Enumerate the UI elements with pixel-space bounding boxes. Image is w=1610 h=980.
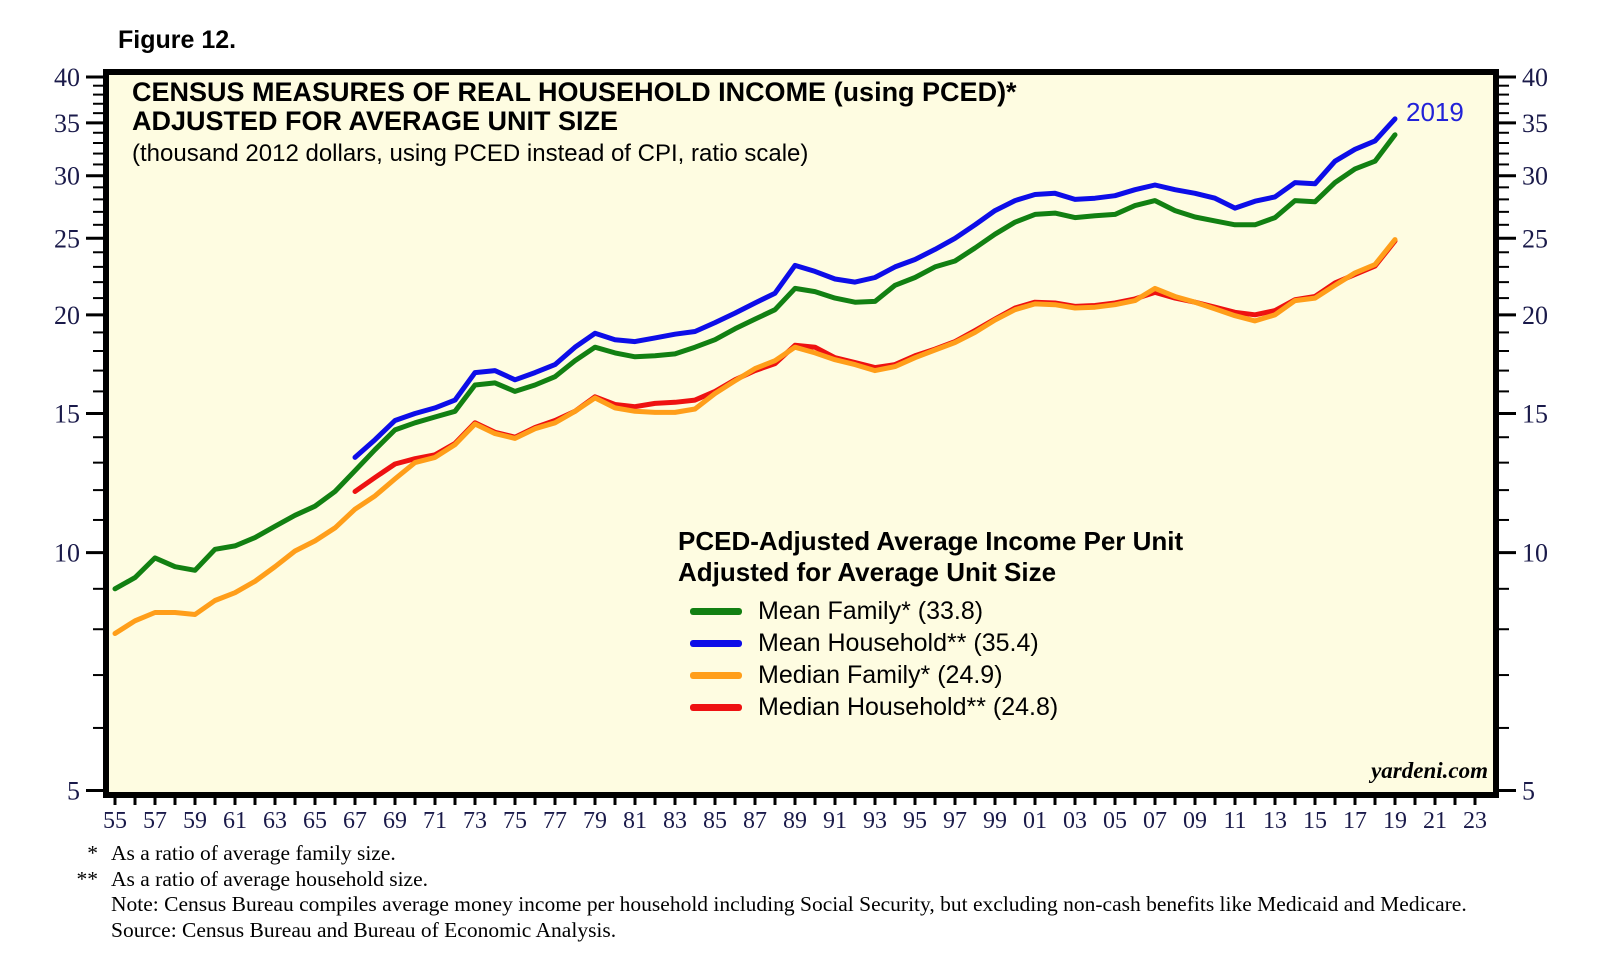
y-axis-label-left: 30 [54,162,80,191]
footnote-household-size: ** As a ratio of average household size. [0,867,1600,893]
y-axis-label-left: 15 [54,400,80,429]
x-axis-label: 23 [1463,808,1487,834]
x-axis-label: 67 [343,808,367,834]
y-axis-label-left: 35 [54,109,80,138]
y-axis-label-right: 15 [1522,400,1548,429]
x-axis-label: 55 [103,808,127,834]
legend-rows: Mean Family* (33.8) Mean Household** (35… [678,595,1183,723]
legend: PCED-Adjusted Average Income Per Unit Ad… [678,526,1183,723]
x-axis-label: 09 [1183,808,1207,834]
footnote-text: As a ratio of average household size. [111,866,429,891]
x-axis-label: 99 [983,808,1007,834]
footnote-text: Source: Census Bureau and Bureau of Econ… [111,917,617,942]
x-axis-label: 61 [223,808,247,834]
footnote-marker [0,892,111,918]
footnote-note: Note: Census Bureau compiles average mon… [0,892,1600,918]
chart-title-line1: CENSUS MEASURES OF REAL HOUSEHOLD INCOME… [132,77,1017,107]
legend-label-mean-family: Mean Family* (33.8) [758,596,984,625]
x-axis-label: 17 [1343,808,1367,834]
legend-item-median-household: Median Household** (24.8) [678,691,1183,723]
legend-swatch-median-household [690,703,742,711]
x-axis-label: 95 [903,808,927,834]
chart-subtitle: (thousand 2012 dollars, using PCED inste… [132,140,809,167]
footnote-family-size: * As a ratio of average family size. [0,841,1600,867]
x-axis-label: 19 [1383,808,1407,834]
x-axis-label: 87 [743,808,767,834]
y-axis-label-left: 20 [54,301,80,330]
x-axis-label: 59 [183,808,207,834]
legend-label-median-family: Median Family* (24.9) [758,660,1003,689]
figure-label: Figure 12. [118,26,237,54]
y-axis-label-right: 30 [1522,162,1548,191]
y-axis-label-left: 5 [67,777,80,806]
legend-item-mean-family: Mean Family* (33.8) [678,595,1183,627]
x-axis-label: 05 [1103,808,1127,834]
x-axis-label: 93 [863,808,887,834]
y-axis-label-right: 40 [1522,63,1548,92]
series-line-mean-household [352,116,1398,460]
x-axis-label: 15 [1303,808,1327,834]
legend-swatch-mean-family [690,607,742,615]
x-axis-label: 89 [783,808,807,834]
footnote-source: Source: Census Bureau and Bureau of Econ… [0,918,1600,944]
series-line-mean-family [112,132,1398,592]
plot-frame-overlay [103,69,1499,798]
y-axis-label-right: 35 [1522,109,1548,138]
x-axis-label: 75 [503,808,527,834]
x-axis-label: 63 [263,808,287,834]
footnote-marker: ** [76,866,99,891]
x-axis-label: 81 [623,808,647,834]
footnotes: * As a ratio of average family size. ** … [0,841,1600,943]
x-axis-label: 65 [303,808,327,834]
footnote-marker: * [87,841,98,865]
plot-frame [103,69,1499,798]
x-axis-label: 85 [703,808,727,834]
x-axis-ticks: 55 57 59 61 63 65 67 69 71 73 75 77 79 81 83 85 87 89 91 93… [103,795,1487,834]
footnote-text: Note: Census Bureau compiles average mon… [111,892,1467,916]
chart-title-line2: ADJUSTED FOR AVERAGE UNIT SIZE [132,106,619,136]
x-axis-label: 01 [1023,808,1047,834]
footnote-marker [0,918,111,944]
watermark-yardeni: yardeni.com [1371,758,1488,783]
x-axis-label: 77 [543,808,567,834]
legend-label-median-household: Median Household** (24.8) [758,692,1059,721]
series-line-median-family [112,237,1398,636]
x-axis-label: 97 [943,808,967,834]
y-axis-label-right: 25 [1522,224,1548,253]
x-axis-label: 91 [823,808,847,834]
legend-swatch-mean-household [690,639,742,647]
y-axis-label-left: 25 [54,224,80,253]
x-axis-label: 13 [1263,808,1287,834]
x-axis-label: 71 [423,808,447,834]
legend-item-mean-household: Mean Household** (35.4) [678,627,1183,659]
chart-title-block: CENSUS MEASURES OF REAL HOUSEHOLD INCOME… [132,78,1017,168]
x-axis-label: 83 [663,808,687,834]
x-axis-label: 21 [1423,808,1447,834]
x-axis-label: 69 [383,808,407,834]
x-axis-label: 79 [583,808,607,834]
y-axis-label-right: 20 [1522,301,1548,330]
legend-title-line2: Adjusted for Average Unit Size [678,557,1057,587]
legend-item-median-family: Median Family* (24.9) [678,659,1183,691]
legend-title-line1: PCED-Adjusted Average Income Per Unit [678,526,1184,556]
x-axis-label: 73 [463,808,487,834]
x-axis-label: 03 [1063,808,1087,834]
x-axis-label: 11 [1223,808,1246,834]
x-axis-label: 07 [1143,808,1167,834]
y-axis-label-left: 10 [54,539,80,568]
x-axis-label: 57 [143,808,167,834]
y-axis-label-left: 40 [54,63,80,92]
legend-label-mean-household: Mean Household** (35.4) [758,628,1039,657]
y-axis-label-right: 5 [1522,777,1535,806]
y-axis-label-right: 10 [1522,539,1548,568]
annotation-2019-label: 2019 [1406,97,1464,127]
footnote-text: As a ratio of average family size. [111,841,396,865]
legend-swatch-median-family [690,671,742,679]
